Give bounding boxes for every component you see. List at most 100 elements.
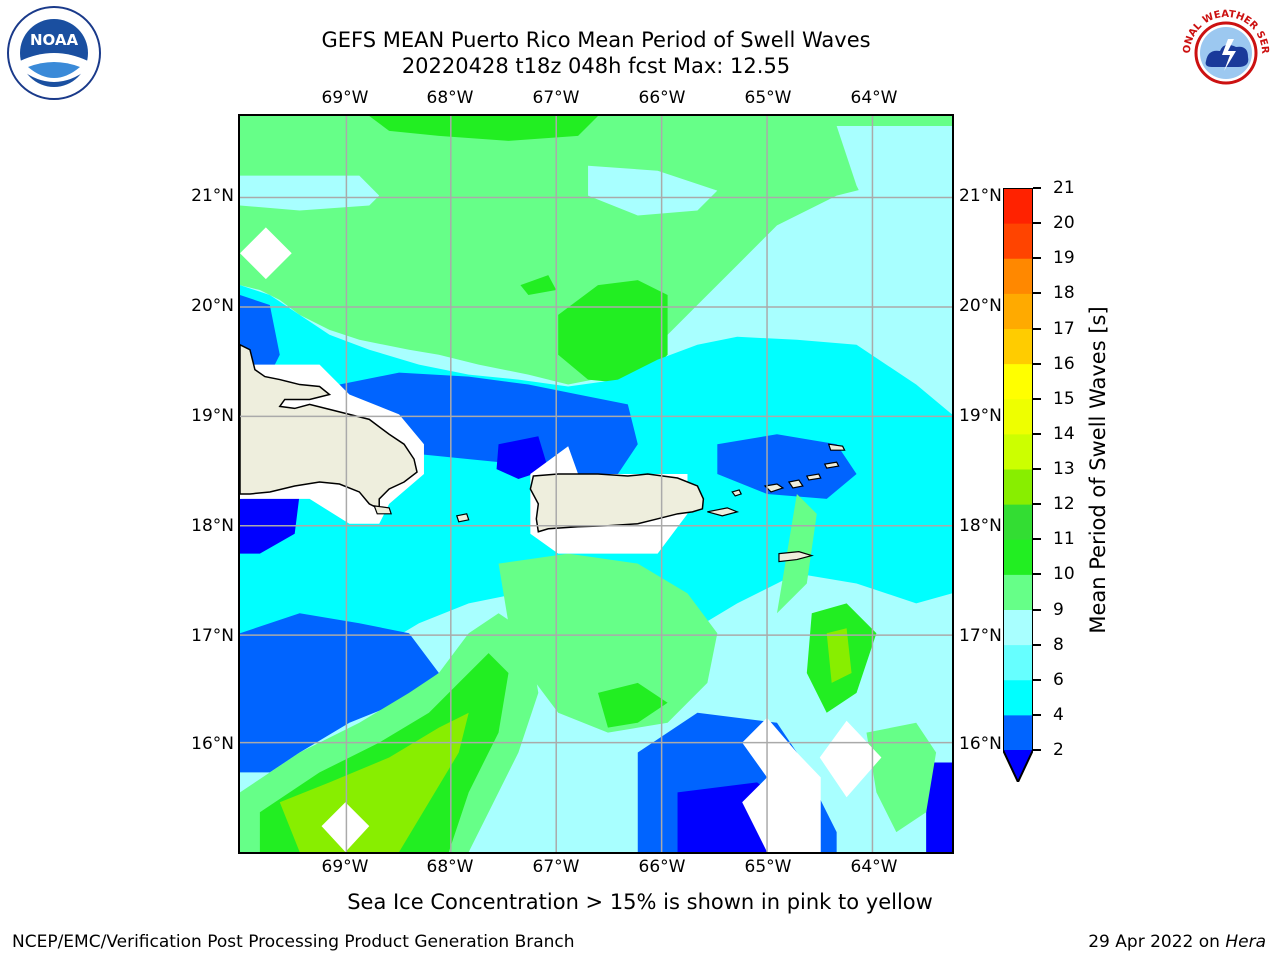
lat-label-right: 16°N [959, 734, 1002, 754]
contour-light-ne [836, 125, 952, 256]
colorbar-tick-label: 16 [1053, 353, 1075, 374]
lat-label-left: 18°N [191, 516, 234, 536]
lat-label-left: 16°N [191, 734, 234, 754]
land-anegada [823, 461, 840, 469]
noaa-logo-text: NOAA [30, 31, 79, 49]
colorbar-tick-label: 9 [1053, 599, 1064, 620]
colorbar-tick-label: 6 [1053, 669, 1064, 690]
chart-title: GEFS MEAN Puerto Rico Mean Period of Swe… [321, 28, 871, 52]
contour-lt2-se [926, 762, 952, 852]
colorbar-tick [1033, 538, 1041, 541]
land-st-croix [778, 551, 814, 563]
lat-label-left: 20°N [191, 296, 234, 316]
colorbar-tick [1033, 678, 1041, 681]
colorbar-segment [1003, 714, 1033, 751]
colorbar-segment [1003, 433, 1033, 470]
lon-label-top: 65°W [744, 88, 792, 108]
lon-label-bottom: 65°W [744, 857, 792, 877]
colorbar-tick-label: 19 [1053, 248, 1075, 269]
lat-label-right: 19°N [959, 406, 1002, 426]
colorbar-segment [1003, 363, 1033, 400]
land-hispaniola [240, 343, 418, 511]
nws-logo: NATIONAL WEATHER SERVICE [1178, 5, 1272, 99]
sea-ice-note: Sea Ice Concentration > 15% is shown in … [347, 890, 933, 914]
lon-label-top: 69°W [321, 88, 369, 108]
contour-12-13-sw [279, 712, 469, 852]
colorbar-tick [1033, 362, 1041, 365]
land-puerto-rico [529, 473, 705, 533]
lon-label-bottom: 67°W [532, 857, 580, 877]
colorbar-segment [1003, 188, 1033, 224]
contour-light-north2 [588, 165, 718, 216]
noaa-logo: NOAA [7, 6, 101, 100]
colorbar-segment [1003, 223, 1033, 259]
colorbar-outline [1003, 188, 1033, 782]
contour-10-11-top [369, 116, 598, 141]
colorbar-tick-label: 18 [1053, 283, 1075, 304]
colorbar-tick [1033, 432, 1041, 435]
lon-label-bottom: 68°W [426, 857, 474, 877]
colorbar-segment [1003, 539, 1033, 575]
chart-subtitle: 20220428 t18z 048h fcst Max: 12.55 [401, 54, 791, 78]
colorbar-tick-label: 10 [1053, 564, 1075, 585]
colorbar-tick-label: 21 [1053, 178, 1075, 198]
colorbar-title: Mean Period of Swell Waves [s] [1086, 306, 1110, 634]
lat-label-right: 20°N [959, 296, 1002, 316]
land-st-thomas [763, 483, 785, 493]
date-text: 29 Apr 2022 on Hera [1088, 932, 1266, 952]
contour-green-central [498, 553, 718, 733]
lon-label-bottom: 64°W [850, 857, 898, 877]
colorbar-segment [1003, 504, 1033, 540]
contour-green-central2 [597, 682, 668, 728]
lat-label-right: 18°N [959, 516, 1002, 536]
credit-text: NCEP/EMC/Verification Post Processing Pr… [12, 932, 575, 952]
colorbar-tick-label: 17 [1053, 318, 1075, 339]
colorbar-tick [1033, 397, 1041, 400]
land-tortola [805, 473, 822, 481]
colorbar-tick [1033, 608, 1041, 611]
colorbar [1003, 188, 1033, 782]
land-culebra [731, 489, 743, 497]
lat-label-right: 21°N [959, 186, 1002, 206]
colorbar-segment [1003, 679, 1033, 716]
colorbar-tick [1033, 327, 1041, 330]
colorbar-tick-label: 14 [1053, 423, 1075, 444]
colorbar-tick-label: 13 [1053, 459, 1075, 479]
colorbar-segment [1003, 574, 1033, 610]
colorbar-segment [1003, 258, 1033, 294]
colorbar-tick [1033, 257, 1041, 260]
date-label: 29 Apr 2022 on [1088, 932, 1226, 952]
contour-lt2-west [240, 493, 300, 554]
colorbar-tick-label: 4 [1053, 704, 1064, 725]
colorbar-tick-label: 11 [1053, 529, 1075, 550]
colorbar-tick-label: 8 [1053, 634, 1064, 655]
colorbar-segment [1003, 644, 1033, 681]
colorbar-tick [1033, 292, 1041, 295]
lat-label-right: 17°N [959, 626, 1002, 646]
land-bvi [827, 443, 846, 451]
lon-label-top: 64°W [850, 88, 898, 108]
colorbar-extend [1003, 750, 1033, 782]
contour-10-11-mid [558, 280, 668, 385]
lon-label-bottom: 69°W [321, 857, 369, 877]
colorbar-tick [1033, 713, 1041, 716]
colorbar-tick-label: 20 [1053, 213, 1075, 234]
colorbar-tick [1033, 503, 1041, 506]
contour-green-east3 [826, 628, 852, 683]
colorbar-segment [1003, 398, 1033, 435]
land-vieques [707, 507, 740, 517]
colorbar-tick [1033, 468, 1041, 470]
colorbar-tick [1033, 749, 1041, 751]
map-gridlines [240, 116, 952, 852]
contour-2-4-sw [240, 613, 439, 773]
lat-label-left: 19°N [191, 406, 234, 426]
contour-10-11-dot [520, 275, 557, 296]
land-saona [373, 505, 392, 515]
colorbar-tick [1033, 643, 1041, 646]
colorbar-tick [1033, 187, 1041, 189]
land-st-john [787, 479, 804, 489]
colorbar-segment [1003, 293, 1033, 329]
lon-label-top: 67°W [532, 88, 580, 108]
nodata-sw [321, 802, 370, 852]
colorbar-tick [1033, 573, 1041, 576]
